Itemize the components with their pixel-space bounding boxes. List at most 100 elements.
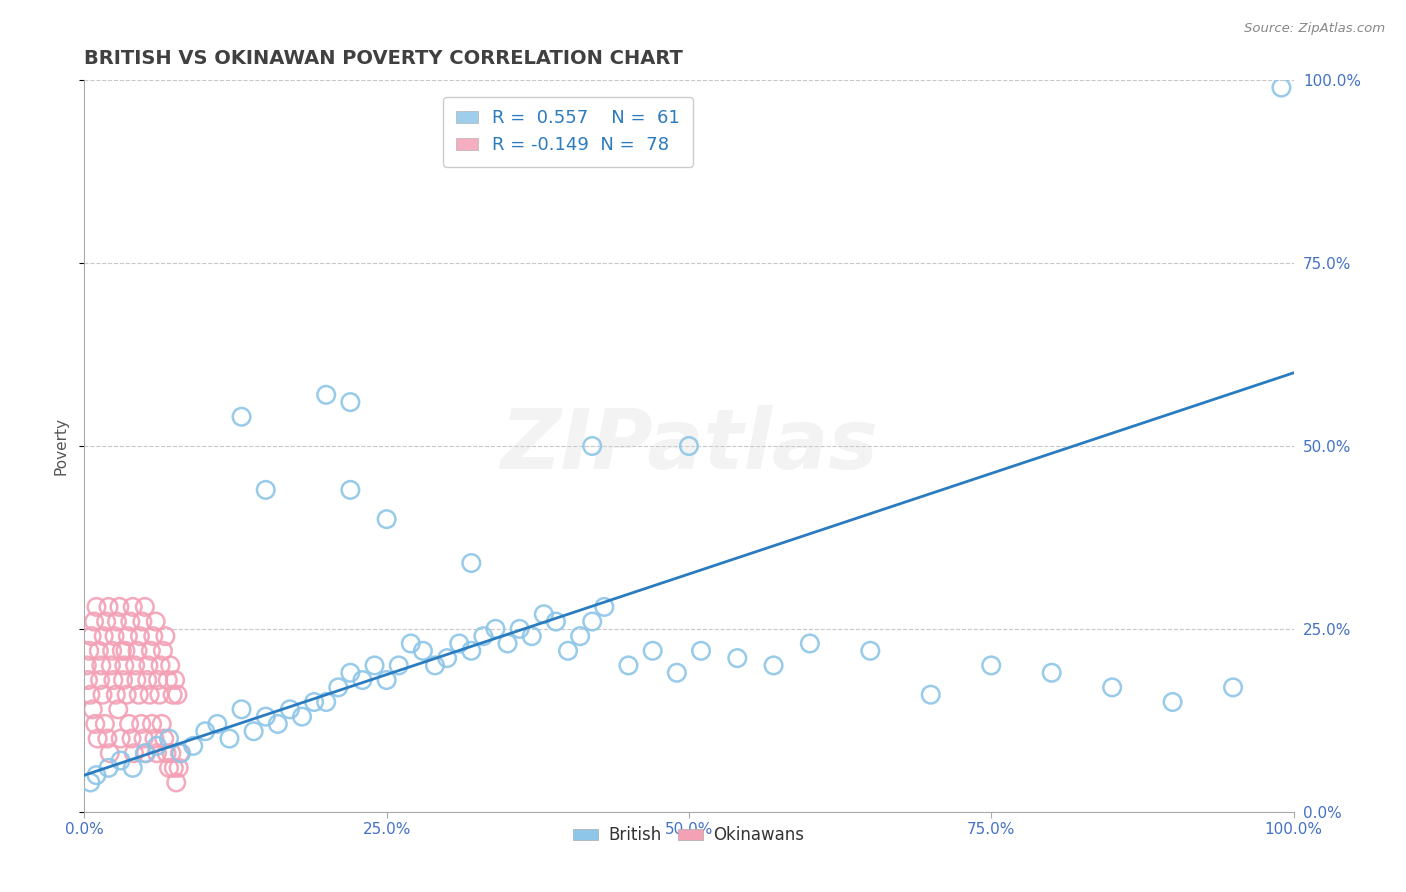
Point: [93, 629, 115, 643]
Point: [104, 629, 127, 643]
Legend: British, Okinawans: British, Okinawans: [567, 820, 811, 851]
Point: [79, 688, 101, 702]
Point: [678, 439, 700, 453]
Point: [166, 688, 188, 702]
Point: [1161, 695, 1184, 709]
Point: [267, 717, 290, 731]
Point: [460, 644, 482, 658]
Text: Source: ZipAtlas.com: Source: ZipAtlas.com: [1244, 22, 1385, 36]
Point: [533, 607, 555, 622]
Point: [86, 768, 108, 782]
Point: [363, 658, 385, 673]
Point: [115, 688, 138, 702]
Point: [617, 658, 640, 673]
Point: [920, 688, 942, 702]
Point: [1040, 665, 1063, 680]
Point: [159, 658, 181, 673]
Point: [103, 673, 125, 687]
Point: [105, 615, 128, 629]
Point: [291, 709, 314, 723]
Point: [132, 731, 155, 746]
Point: [125, 673, 148, 687]
Point: [980, 658, 1002, 673]
Point: [181, 739, 204, 753]
Point: [110, 731, 132, 746]
Point: [112, 673, 135, 687]
Point: [302, 695, 325, 709]
Point: [194, 724, 217, 739]
Point: [146, 673, 169, 687]
Point: [107, 702, 129, 716]
Point: [449, 636, 471, 650]
Point: [690, 644, 713, 658]
Point: [399, 636, 422, 650]
Point: [134, 746, 156, 760]
Point: [136, 673, 159, 687]
Point: [725, 651, 748, 665]
Point: [218, 731, 240, 746]
Point: [146, 739, 169, 753]
Point: [122, 746, 145, 760]
Point: [104, 688, 127, 702]
Point: [131, 615, 153, 629]
Point: [315, 388, 337, 402]
Point: [101, 644, 124, 658]
Point: [94, 717, 117, 731]
Point: [496, 636, 519, 650]
Point: [242, 724, 264, 739]
Point: [375, 673, 398, 687]
Point: [799, 636, 821, 650]
Point: [152, 644, 174, 658]
Point: [412, 644, 434, 658]
Point: [423, 658, 446, 673]
Point: [339, 665, 361, 680]
Point: [162, 688, 184, 702]
Point: [1101, 681, 1123, 695]
Point: [121, 761, 143, 775]
Text: ZIPatlas: ZIPatlas: [501, 406, 877, 486]
Point: [141, 717, 163, 731]
Text: BRITISH VS OKINAWAN POVERTY CORRELATION CHART: BRITISH VS OKINAWAN POVERTY CORRELATION …: [84, 48, 683, 68]
Point: [254, 709, 277, 723]
Point: [89, 673, 111, 687]
Point: [100, 658, 122, 673]
Point: [90, 658, 112, 673]
Point: [127, 644, 149, 658]
Point: [148, 688, 170, 702]
Point: [1222, 681, 1244, 695]
Point: [157, 761, 180, 775]
Point: [472, 629, 495, 643]
Point: [138, 658, 160, 673]
Point: [142, 629, 165, 643]
Point: [86, 599, 108, 614]
Point: [97, 599, 120, 614]
Point: [77, 644, 100, 658]
Point: [160, 746, 183, 760]
Point: [339, 483, 361, 497]
Point: [167, 761, 190, 775]
Point: [121, 599, 143, 614]
Point: [170, 746, 193, 760]
Point: [145, 615, 167, 629]
Point: [138, 688, 160, 702]
Point: [108, 599, 131, 614]
Point: [859, 644, 882, 658]
Y-axis label: Poverty: Poverty: [53, 417, 69, 475]
Point: [98, 746, 121, 760]
Point: [157, 731, 180, 746]
Point: [557, 644, 579, 658]
Point: [87, 644, 110, 658]
Point: [169, 746, 191, 760]
Point: [94, 615, 117, 629]
Point: [146, 746, 169, 760]
Point: [315, 695, 337, 709]
Point: [641, 644, 664, 658]
Point: [110, 754, 132, 768]
Point: [581, 439, 603, 453]
Point: [76, 658, 98, 673]
Point: [254, 483, 277, 497]
Point: [129, 717, 152, 731]
Point: [135, 746, 157, 760]
Point: [114, 644, 136, 658]
Point: [436, 651, 458, 665]
